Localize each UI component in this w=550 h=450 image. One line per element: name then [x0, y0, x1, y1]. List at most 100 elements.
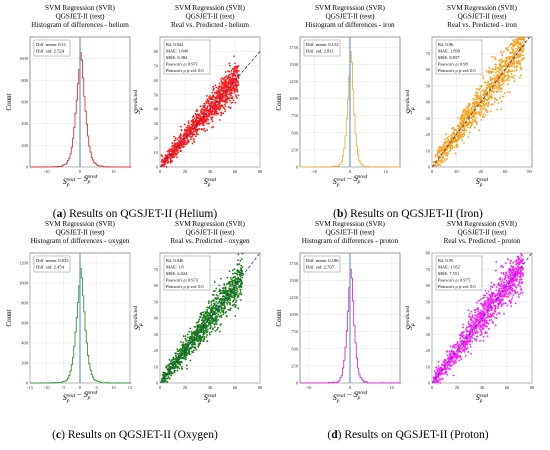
data-point: [515, 259, 518, 261]
data-point: [181, 349, 184, 352]
data-point: [199, 105, 202, 108]
data-point: [240, 268, 243, 270]
data-point: [176, 353, 179, 355]
data-point: [484, 109, 487, 112]
data-point: [168, 151, 171, 153]
data-point: [490, 307, 493, 310]
data-point: [184, 358, 187, 361]
data-point: [201, 318, 204, 320]
data-point: [517, 37, 519, 40]
data-point: [226, 90, 229, 93]
data-point: [488, 92, 491, 95]
data-point: [188, 351, 191, 354]
data-point: [180, 366, 183, 368]
data-point: [492, 68, 495, 71]
data-point: [486, 325, 489, 328]
data-point: [166, 380, 169, 383]
data-point: [497, 302, 499, 305]
data-point: [203, 338, 205, 341]
data-point: [174, 364, 177, 367]
data-point: [231, 74, 234, 77]
data-point: [437, 150, 440, 153]
data-point: [478, 327, 481, 329]
data-point: [435, 366, 438, 369]
data-point: [179, 139, 182, 141]
data-point: [165, 165, 168, 168]
x-tick-label: 0: [79, 385, 82, 390]
data-point: [177, 147, 180, 150]
data-point: [222, 97, 224, 100]
data-point: [485, 103, 488, 106]
chart-title-line: Histogram of differences - iron: [305, 21, 395, 29]
data-point: [224, 287, 227, 290]
data-point: [500, 100, 503, 103]
data-point: [174, 366, 177, 369]
data-point: [519, 43, 522, 45]
data-point: [171, 363, 174, 366]
axis-label-text: Sppredicted: [133, 306, 144, 331]
data-point: [477, 325, 480, 327]
data-point: [210, 330, 213, 333]
data-point: [495, 286, 498, 289]
axis-label-text: Spreal: [204, 393, 217, 404]
data-point: [200, 327, 203, 330]
data-point: [451, 139, 454, 142]
data-point: [220, 78, 223, 80]
data-point: [459, 337, 462, 340]
data-point: [475, 330, 478, 332]
data-point: [520, 252, 522, 255]
data-point: [171, 359, 174, 362]
y-tick-label: 30: [154, 332, 159, 337]
data-point: [469, 345, 472, 348]
data-point: [468, 113, 471, 116]
data-point: [490, 93, 493, 96]
data-point: [513, 74, 516, 77]
data-point: [489, 296, 492, 298]
data-point: [482, 77, 485, 80]
data-point: [461, 346, 464, 349]
x-tick-label: 20: [455, 385, 460, 390]
data-point: [483, 296, 485, 299]
data-point: [203, 319, 206, 322]
data-point: [222, 298, 224, 300]
data-point: [446, 354, 449, 356]
data-point: [220, 277, 222, 280]
data-point: [192, 349, 195, 352]
data-point: [512, 294, 515, 297]
data-point: [480, 331, 483, 334]
data-point: [171, 160, 173, 162]
data-point: [218, 315, 221, 318]
data-point: [508, 294, 510, 296]
data-point: [187, 140, 190, 143]
data-point: [479, 316, 482, 319]
data-point: [505, 280, 508, 282]
data-point: [475, 113, 477, 116]
x-tick-label: 10: [383, 169, 388, 174]
data-point: [214, 84, 217, 87]
data-point: [200, 120, 203, 123]
y-tick-label: 0: [296, 381, 299, 386]
data-point: [441, 372, 444, 375]
data-point: [233, 268, 236, 270]
data-point: [469, 324, 471, 327]
data-point: [488, 94, 491, 97]
data-point: [236, 90, 239, 93]
data-point: [497, 307, 499, 310]
data-point: [226, 296, 229, 299]
data-point: [503, 71, 506, 74]
data-point: [462, 126, 465, 129]
data-point: [464, 113, 466, 116]
data-point: [522, 267, 524, 269]
data-point: [234, 94, 237, 96]
data-point: [215, 105, 217, 108]
data-point: [504, 284, 507, 287]
data-point: [191, 344, 193, 347]
data-point: [470, 335, 473, 338]
axis-label: Spreal − Sppred: [63, 390, 98, 404]
data-point: [502, 60, 505, 63]
data-point: [509, 262, 512, 265]
data-point: [508, 271, 511, 273]
data-point: [468, 330, 470, 333]
data-point: [479, 95, 481, 98]
